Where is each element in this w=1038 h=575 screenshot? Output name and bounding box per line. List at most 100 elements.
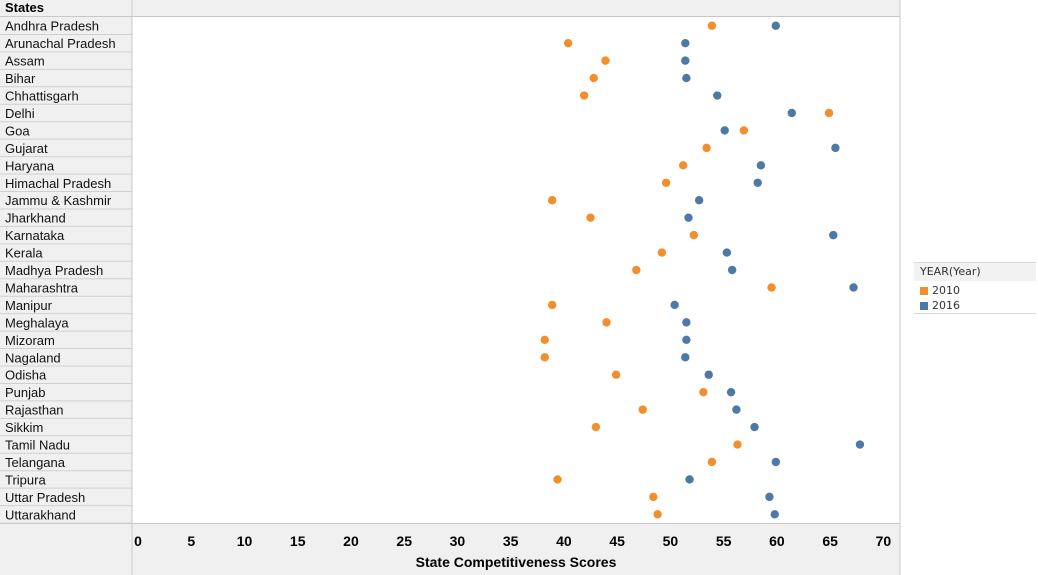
x-tick-label-45: 45 [609,533,625,549]
point-2010-tripura[interactable] [553,475,562,484]
point-2010-bihar[interactable] [589,73,598,83]
point-2016-uttar-pradesh[interactable] [765,492,774,502]
row-label-maharashtra: Maharashtra [5,280,79,295]
point-2010-punjab[interactable] [699,387,708,397]
point-2010-maharashtra[interactable] [767,283,776,292]
row-labels: Andhra Pradesh Arunachal Pradesh Assam Biha… [0,19,132,524]
point-2016-kerala[interactable] [722,248,732,257]
x-tick-label-15: 15 [290,533,306,549]
point-2016-arunachal-pradesh[interactable] [681,38,690,48]
legend-label-2010: 2010 [932,284,960,297]
row-label-gujarat: Gujarat [5,141,48,156]
point-2016-delhi[interactable] [787,108,796,118]
row-label-odisha: Odisha [5,368,47,383]
point-2016-maharashtra[interactable] [849,283,858,292]
point-2010-andhra-pradesh[interactable] [707,21,717,30]
point-2016-madhya-pradesh[interactable] [727,265,737,275]
row-label-sikkim: Sikkim [5,420,43,435]
point-2016-sikkim[interactable] [750,422,759,432]
point-2010-manipur[interactable] [548,300,557,310]
x-tick-label-0: 0 [134,533,142,549]
point-2016-manipur[interactable] [670,300,679,310]
point-2016-uttarakhand[interactable] [770,510,779,519]
point-2016-jammu-and-kashmir[interactable] [694,196,704,205]
point-2010-karnataka[interactable] [689,230,699,240]
plot-area [132,16,900,523]
point-2010-nagaland[interactable] [540,353,549,362]
point-2010-jammu-and-kashmir[interactable] [548,196,557,205]
row-label-bihar: Bihar [5,71,36,86]
row-label-nagaland: Nagaland [5,350,61,365]
point-2016-karnataka[interactable] [829,230,838,240]
point-2010-himachal-pradesh[interactable] [661,178,671,187]
point-2010-delhi[interactable] [824,108,834,118]
point-2016-himachal-pradesh[interactable] [753,178,762,187]
x-tick-label-70: 70 [876,533,892,549]
point-2016-goa[interactable] [720,126,729,135]
point-2016-odisha[interactable] [704,370,713,379]
point-2010-kerala[interactable] [657,248,667,257]
x-tick-label-50: 50 [663,533,679,549]
point-2016-tamil-nadu[interactable] [855,440,865,449]
row-header-panel [0,0,132,575]
point-2016-jharkhand[interactable] [684,213,693,222]
point-2016-nagaland[interactable] [681,353,690,362]
x-tick-label-40: 40 [556,533,572,549]
x-tick-label-10: 10 [237,533,253,549]
point-2016-assam[interactable] [681,56,690,65]
point-2016-andhra-pradesh[interactable] [771,21,781,30]
x-tick-label-35: 35 [503,533,519,549]
point-2016-mizoram[interactable] [682,335,691,345]
row-label-manipur: Manipur [5,298,53,313]
legend-item-2016[interactable]: 2016 [920,299,960,312]
point-2010-madhya-pradesh[interactable] [632,265,641,275]
point-2016-chhattisgarh[interactable] [713,91,722,100]
legend-label-2016: 2016 [932,299,960,312]
point-2016-bihar[interactable] [682,73,691,83]
point-2016-tripura[interactable] [685,475,694,484]
legend-title: YEAR(Year) [920,265,981,278]
point-2010-assam[interactable] [601,56,610,65]
x-tick-label-65: 65 [822,533,838,549]
row-label-himachal-pradesh: Himachal Pradesh [5,176,111,191]
row-label-karnataka: Karnataka [5,228,65,243]
point-2010-haryana[interactable] [678,161,688,170]
point-2010-meghalaya[interactable] [602,318,611,327]
x-tick-label-30: 30 [450,533,466,549]
legend: YEAR(Year) 2010 2016 [914,262,1036,314]
x-tick-label-60: 60 [769,533,785,549]
point-2010-uttar-pradesh[interactable] [649,492,658,502]
point-2010-uttarakhand[interactable] [653,510,662,519]
row-label-andhra-pradesh: Andhra Pradesh [5,19,99,34]
point-2016-gujarat[interactable] [831,143,840,153]
row-header-title: States [5,0,44,15]
row-label-assam: Assam [5,54,45,69]
row-label-tamil-nadu: Tamil Nadu [5,438,70,453]
x-tick-label-5: 5 [187,533,195,549]
row-label-tripura: Tripura [5,472,46,487]
row-label-meghalaya: Meghalaya [5,315,69,330]
point-2010-arunachal-pradesh[interactable] [563,38,573,48]
row-label-goa: Goa [5,123,30,138]
row-label-mizoram: Mizoram [5,333,55,348]
point-2016-rajasthan[interactable] [732,405,741,414]
point-2016-meghalaya[interactable] [682,318,691,327]
point-2016-punjab[interactable] [726,387,736,397]
point-2016-telangana[interactable] [771,457,781,467]
point-2010-tamil-nadu[interactable] [733,440,742,449]
point-2010-sikkim[interactable] [591,422,601,432]
x-axis-label: State Competitiveness Scores [416,554,617,570]
point-2010-goa[interactable] [739,126,749,135]
point-2010-gujarat[interactable] [702,143,711,153]
point-2010-rajasthan[interactable] [638,405,647,414]
point-2010-jharkhand[interactable] [586,213,595,222]
row-label-madhya-pradesh: Madhya Pradesh [5,263,103,278]
point-2010-chhattisgarh[interactable] [579,91,589,100]
point-2010-telangana[interactable] [707,457,717,467]
legend-item-2010[interactable]: 2010 [920,284,960,297]
row-label-arunachal-pradesh: Arunachal Pradesh [5,36,116,51]
point-2010-mizoram[interactable] [540,335,549,345]
point-2010-odisha[interactable] [611,370,621,379]
point-2016-haryana[interactable] [756,161,766,170]
